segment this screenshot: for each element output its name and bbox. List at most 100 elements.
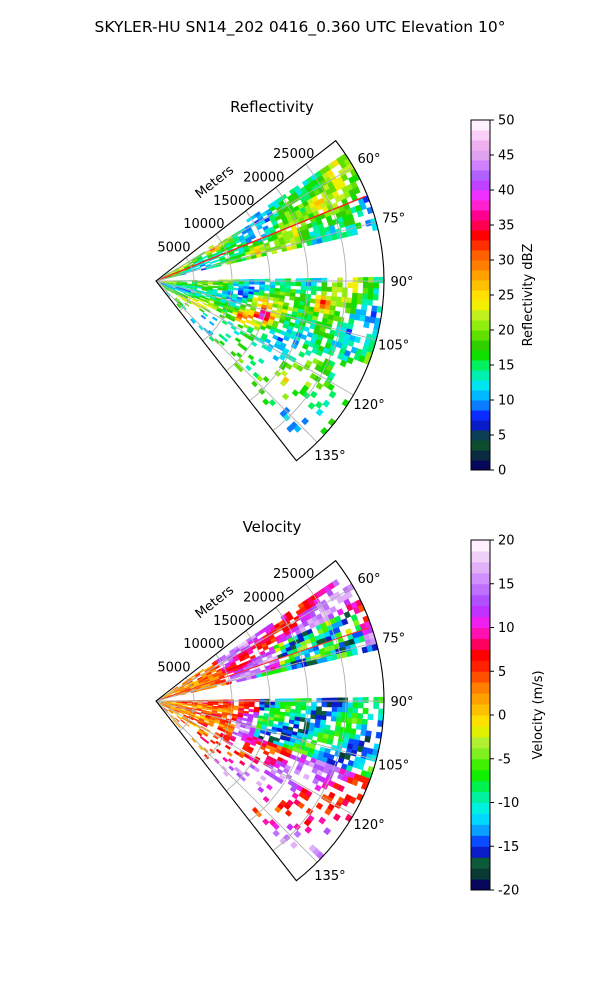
colorbar-segment [471, 813, 490, 825]
radar-cell [245, 364, 252, 372]
velocity-streak [155, 626, 370, 702]
radar-cell [331, 579, 340, 588]
colorbar-tick-label: 5 [498, 665, 506, 680]
radar-cell [295, 278, 302, 283]
radar-cell [208, 336, 215, 342]
radar-cell [199, 735, 206, 741]
radar-cell [300, 705, 307, 711]
radar-cell [162, 708, 167, 713]
range-ring [249, 607, 309, 822]
radar-cell [305, 705, 312, 711]
radar-cell [316, 697, 322, 703]
colorbar-segment [471, 450, 490, 461]
radar-cell [326, 697, 333, 703]
colorbar-tick-label: 50 [498, 114, 515, 129]
radar-cell [221, 320, 228, 326]
radar-cell [286, 424, 295, 433]
radar-cell [224, 744, 231, 750]
radar-cell [276, 777, 284, 785]
radar-cell [273, 717, 280, 722]
radar-cell [302, 794, 311, 802]
colorbar-segment [471, 220, 490, 231]
radar-cell [378, 708, 385, 716]
radar-cell [364, 735, 371, 743]
radar-cell [316, 706, 322, 712]
radar-cell [346, 297, 353, 304]
radar-cell [362, 282, 369, 289]
radar-cell [346, 356, 354, 365]
colorbar-segment [471, 150, 490, 161]
radar-cell [295, 289, 302, 294]
colorbar-segment [471, 780, 490, 793]
radar-cell [247, 649, 254, 656]
radar-cell [321, 282, 328, 288]
azimuth-tick-label: 135° [314, 449, 345, 464]
radar-cell [331, 706, 338, 713]
range-ring [179, 677, 195, 732]
radar-cell [280, 281, 286, 286]
radar-cell [198, 668, 205, 674]
radar-cell [331, 291, 338, 298]
radar-cell [274, 806, 282, 814]
radar-cell [280, 701, 286, 706]
radar-cell [264, 338, 272, 345]
radar-cell [222, 770, 229, 778]
radar-cell [285, 698, 291, 703]
range-tick-label: 25000 [273, 147, 314, 162]
range-ring [249, 187, 309, 402]
radar-cell [337, 282, 343, 288]
radar-cell [306, 734, 314, 741]
radar-cell [367, 293, 374, 301]
radar-cell [323, 827, 332, 836]
radar-cell [280, 698, 286, 703]
radar-cell [259, 698, 265, 703]
radar-cell [331, 286, 338, 293]
colorbar-tick-label: 5 [498, 429, 506, 444]
colorbar-segment [471, 868, 490, 880]
colorbar-tick-label: 15 [498, 577, 515, 592]
radar-cell [372, 288, 379, 295]
radar-cell [316, 277, 322, 283]
azimuth-tick-label: 75° [382, 211, 405, 226]
radar-cell [159, 703, 165, 708]
radar-cell [346, 717, 353, 724]
range-tick-label: 10000 [183, 637, 224, 652]
colorbar-segment [471, 583, 490, 596]
radar-cell [237, 365, 244, 373]
colorbar-segment [471, 572, 490, 585]
radar-cell [171, 701, 177, 703]
radar-cell [265, 783, 273, 791]
radar-cell [341, 707, 348, 713]
radar-cell [343, 610, 352, 619]
radar-cell [341, 618, 349, 626]
radar-cell [326, 286, 333, 293]
radar-cell [361, 718, 368, 726]
velocity-range-rings [155, 583, 384, 863]
radar-cell [347, 702, 354, 709]
colorbar-segment [471, 550, 490, 563]
radar-cell [257, 786, 265, 794]
azimuth-tick-label: 135° [314, 869, 345, 884]
radar-cell [285, 285, 291, 290]
colorbar-segment [471, 879, 490, 891]
radar-cell [371, 305, 378, 313]
range-tick-label: 25000 [273, 567, 314, 582]
radar-cell [337, 277, 343, 283]
radar-cell [237, 752, 245, 759]
radar-cell [195, 266, 202, 270]
radar-cell [284, 292, 291, 297]
radar-cell [347, 282, 354, 289]
colorbar-segment [471, 400, 490, 411]
colorbar-segment [471, 660, 490, 672]
colorbar-segment [471, 200, 490, 211]
radar-cell [378, 696, 385, 704]
radar-cell [176, 723, 181, 729]
azimuth-gridline [155, 280, 354, 396]
velocity-colorbar: -20 -15 -10 -5 0 5 10 15 20 Velocity (m/s) [470, 534, 546, 899]
azimuth-tick-label: 120° [353, 398, 384, 413]
radar-cell [330, 716, 337, 722]
radar-cell [195, 672, 201, 678]
radar-cell [299, 717, 306, 723]
radar-cell [296, 243, 303, 249]
